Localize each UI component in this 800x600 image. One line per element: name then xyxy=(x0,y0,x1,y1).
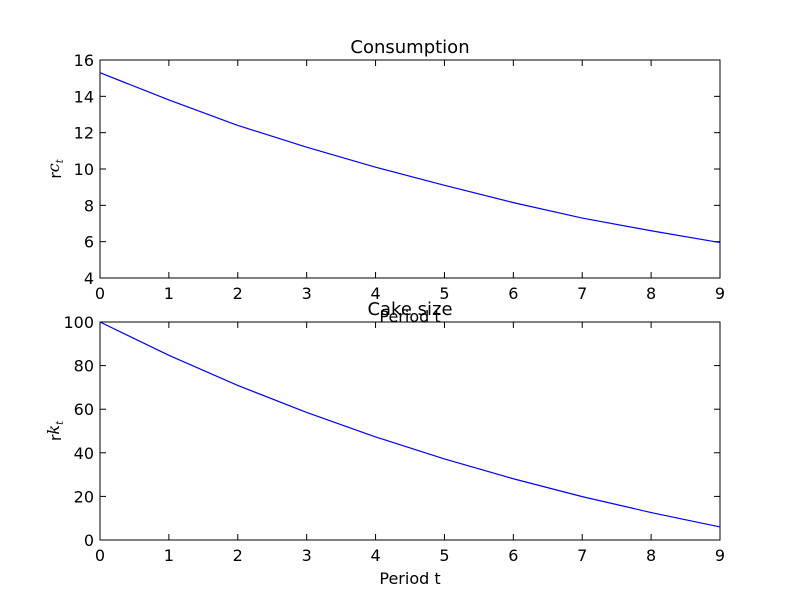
consumption-y-tick-label: 12 xyxy=(74,124,94,143)
cake-size-y-tick-label: 0 xyxy=(84,531,94,550)
consumption-y-tick-label: 4 xyxy=(84,269,94,288)
cake-size-x-tick-label: 8 xyxy=(646,546,656,565)
consumption-x-tick-label: 7 xyxy=(577,284,587,303)
consumption-y-tick-label: 16 xyxy=(74,51,94,70)
cake-size-y-tick-label: 40 xyxy=(74,444,94,463)
cake-size-x-axis-label: Period t xyxy=(379,569,440,588)
cake-size-series-line xyxy=(99,321,721,528)
cake-size-y-label-symbol: k xyxy=(44,425,63,435)
consumption-x-tick-label: 9 xyxy=(715,284,725,303)
consumption-x-tick-label: 5 xyxy=(439,284,449,303)
consumption-axes-frame xyxy=(99,59,721,279)
consumption-x-tick-label: 4 xyxy=(370,284,380,303)
consumption-y-tick-label: 10 xyxy=(74,160,94,179)
cake-size-axes-frame xyxy=(99,321,721,541)
cake-size-x-tick-label: 0 xyxy=(95,546,105,565)
cake-size-y-label-main: r xyxy=(46,434,65,441)
cake-size-chart-title: Cake size xyxy=(367,299,452,320)
cake-size-x-tick-label: 2 xyxy=(233,546,243,565)
consumption-series-line xyxy=(99,72,721,244)
cake-size-x-tick-label: 5 xyxy=(439,546,449,565)
consumption-x-tick-label: 0 xyxy=(95,284,105,303)
cake-size-y-tick-label: 60 xyxy=(74,400,94,419)
consumption-chart-title: Consumption xyxy=(350,37,469,58)
consumption-y-tick-label: 14 xyxy=(74,87,94,106)
consumption-y-axis-label: rct xyxy=(44,158,66,179)
cake-size-y-tick-label: 100 xyxy=(63,313,94,332)
cake-size-x-tick-label: 1 xyxy=(164,546,174,565)
consumption-x-tick-label: 8 xyxy=(646,284,656,303)
cake-size-x-tick-label: 9 xyxy=(715,546,725,565)
consumption-x-tick-label: 3 xyxy=(302,284,312,303)
cake-size-y-label-subscript: t xyxy=(55,420,66,425)
cake-size-y-tick-label: 20 xyxy=(74,487,94,506)
consumption-x-axis-label: Period t xyxy=(379,307,440,326)
cake-size-x-tick-label: 3 xyxy=(302,546,312,565)
cake-size-y-tick-label: 80 xyxy=(74,357,94,376)
consumption-y-label-subscript: t xyxy=(55,158,66,163)
consumption-y-tick-label: 6 xyxy=(84,233,94,252)
consumption-y-label-main: r xyxy=(46,172,65,179)
cake-size-x-tick-label: 4 xyxy=(370,546,380,565)
consumption-x-tick-label: 6 xyxy=(508,284,518,303)
consumption-y-tick-label: 8 xyxy=(84,196,94,215)
consumption-y-label-symbol: c xyxy=(44,163,63,172)
cake-size-x-tick-label: 7 xyxy=(577,546,587,565)
cake-size-x-tick-label: 6 xyxy=(508,546,518,565)
cake-size-y-axis-label: rkt xyxy=(44,420,66,441)
consumption-x-tick-label: 1 xyxy=(164,284,174,303)
consumption-x-tick-label: 2 xyxy=(233,284,243,303)
